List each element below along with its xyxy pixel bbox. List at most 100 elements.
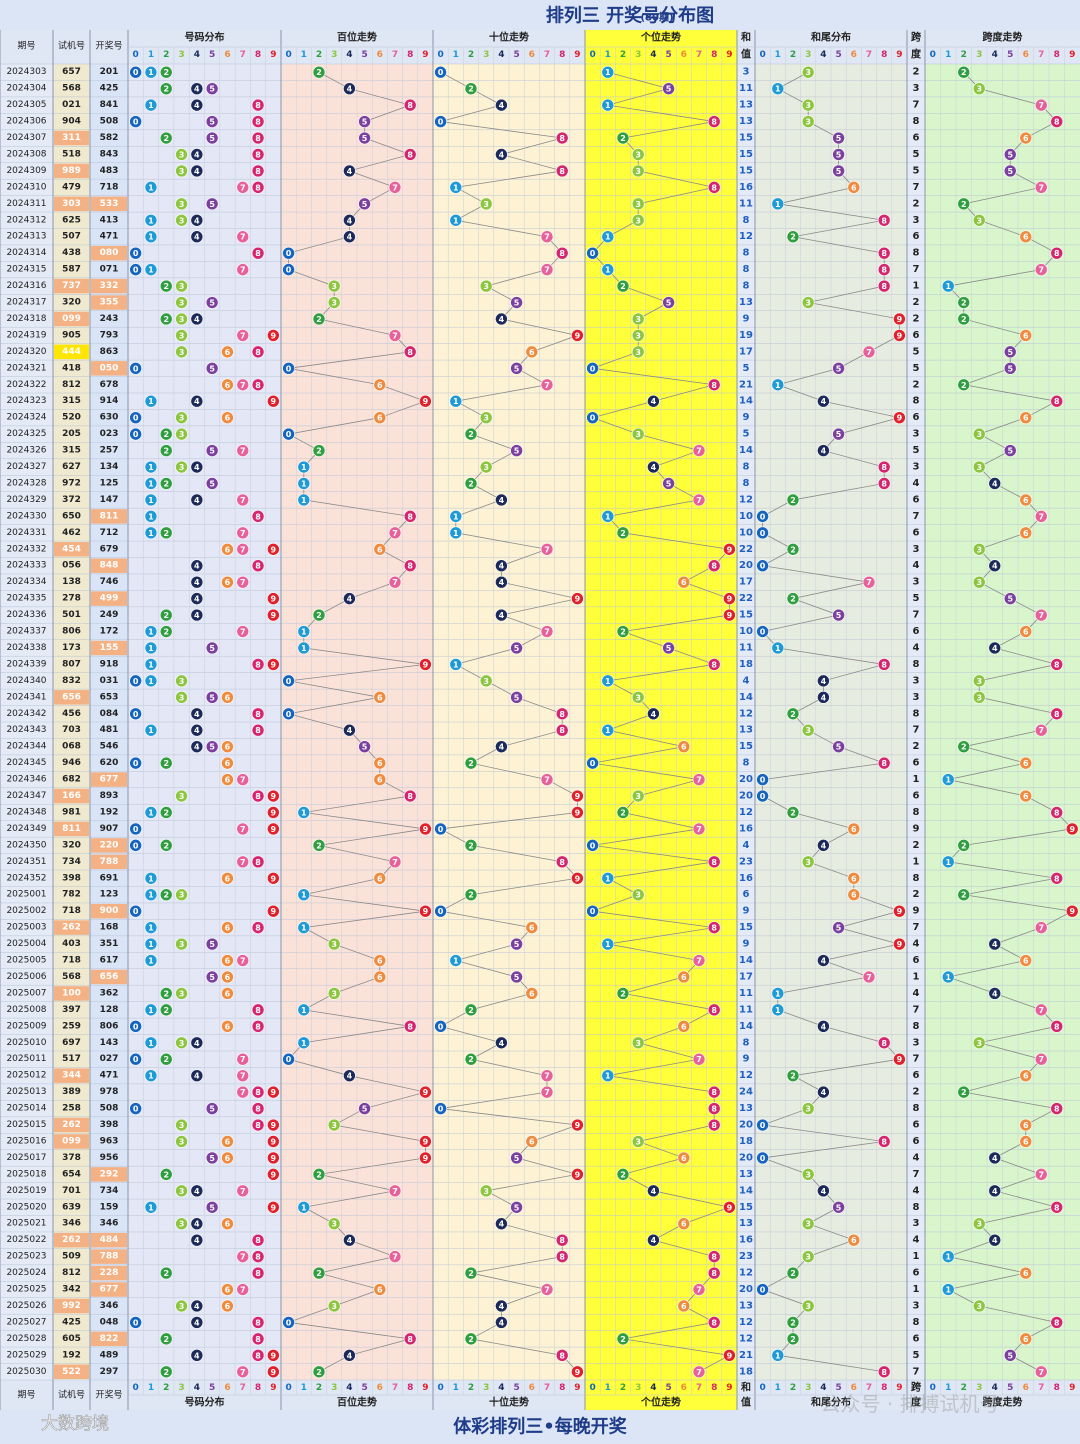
ball-digit: 0	[133, 841, 139, 850]
ball	[817, 954, 830, 967]
ball-digit: 7	[240, 1055, 246, 1064]
ball	[251, 1316, 265, 1329]
span-value: 3	[913, 577, 920, 588]
ball-digit: 9	[423, 397, 429, 406]
ball-digit: 7	[1038, 1170, 1044, 1179]
ball-digit: 8	[1054, 874, 1060, 883]
ball-digit: 6	[377, 874, 383, 883]
ball	[479, 279, 493, 293]
ball-digit: 3	[179, 348, 185, 357]
span-value: 7	[913, 1169, 920, 1180]
ball-digit: 1	[605, 726, 611, 735]
sum-value: 22	[739, 544, 753, 555]
ball	[479, 197, 493, 211]
ball-digit: 3	[483, 677, 489, 686]
ball-digit: 8	[255, 710, 261, 719]
digit-header: 1	[775, 1383, 781, 1393]
draw-number: 508	[100, 117, 119, 127]
ball	[525, 1135, 539, 1148]
ball-digit: 7	[240, 776, 246, 785]
draw-number: 907	[100, 824, 119, 834]
ball	[159, 888, 173, 902]
ball-digit: 6	[1023, 134, 1029, 143]
ball	[817, 691, 830, 704]
trial-number: 398	[62, 873, 81, 883]
ball-digit: 8	[711, 1121, 717, 1130]
trial-number: 262	[62, 1235, 81, 1245]
ball	[251, 921, 265, 934]
ball	[801, 855, 815, 869]
ball	[221, 345, 234, 359]
ball-digit: 1	[453, 512, 459, 521]
sum-value: 5	[743, 363, 750, 374]
ball-digit: 6	[225, 924, 231, 933]
period: 2025019	[6, 1186, 46, 1196]
ball-digit: 0	[760, 562, 766, 571]
ball	[941, 855, 955, 869]
ball-digit: 8	[711, 1253, 717, 1262]
ball-digit: 4	[499, 562, 505, 571]
ball-digit: 6	[225, 381, 231, 390]
ball-digit: 2	[468, 479, 474, 488]
ball-digit: 2	[163, 315, 169, 324]
ball-digit: 3	[179, 463, 185, 472]
ball	[358, 1102, 371, 1115]
ball-digit: 3	[179, 430, 185, 439]
ball-digit: 1	[148, 1072, 154, 1081]
ball-digit: 2	[316, 611, 322, 620]
period: 2024334	[6, 577, 46, 587]
ball	[159, 131, 173, 145]
ball-digit: 7	[240, 825, 246, 834]
period: 2024305	[6, 100, 46, 110]
draw-number: 084	[100, 709, 119, 719]
draw-number: 978	[100, 1087, 119, 1097]
trial-number: 262	[62, 923, 81, 933]
digit-header: 8	[407, 1383, 413, 1393]
digit-header: 6	[377, 50, 383, 60]
ball	[129, 674, 142, 688]
ball-digit: 1	[775, 1351, 781, 1360]
ball	[236, 526, 250, 540]
ball-digit: 4	[821, 677, 827, 686]
ball-digit: 3	[805, 1253, 811, 1262]
ball	[832, 608, 845, 622]
trial-number: 262	[62, 1120, 81, 1130]
ball	[221, 1151, 234, 1165]
ball	[771, 197, 785, 211]
ball	[1034, 1365, 1048, 1379]
ball-digit: 3	[976, 1220, 982, 1229]
span-value: 1	[913, 281, 920, 292]
ball	[129, 1102, 142, 1115]
ball-digit: 5	[1007, 150, 1013, 159]
ball	[327, 987, 341, 1000]
sum-value: 23	[739, 856, 753, 867]
ball	[707, 1266, 721, 1280]
trial-number: 315	[62, 396, 81, 406]
ball-digit: 1	[453, 957, 459, 966]
highlight	[91, 1167, 127, 1182]
ball	[847, 1233, 861, 1247]
ball-digit: 4	[194, 1351, 200, 1360]
ball	[373, 756, 387, 770]
draw-number: 071	[100, 265, 119, 275]
ball	[190, 230, 204, 244]
ball	[251, 707, 265, 721]
ball	[1019, 1118, 1033, 1132]
ball	[510, 937, 523, 951]
ball-digit: 4	[347, 726, 353, 735]
period: 2025015	[6, 1120, 46, 1130]
period: 2024317	[6, 298, 46, 308]
ball-digit: 8	[407, 1022, 413, 1031]
ball-digit: 6	[1023, 496, 1029, 505]
span-value: 1	[913, 1284, 920, 1295]
ball	[1003, 362, 1017, 375]
trial-number: 311	[62, 133, 81, 143]
ball	[251, 148, 265, 161]
ball-digit: 8	[1054, 710, 1060, 719]
ball	[175, 937, 188, 951]
ball	[175, 213, 188, 227]
trial-number: 099	[62, 1136, 81, 1146]
ball	[190, 460, 204, 474]
digit-header: 2	[961, 50, 967, 60]
ball-digit: 4	[499, 150, 505, 159]
